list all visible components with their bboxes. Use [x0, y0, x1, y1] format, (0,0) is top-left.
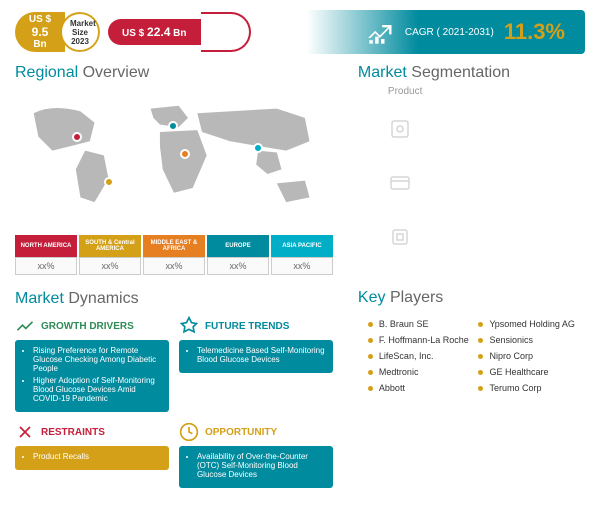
dynamics-item: Product Recalls: [33, 452, 161, 461]
product-icon: [388, 117, 412, 141]
player-name: Medtronic: [379, 367, 419, 377]
dynamics-block-title: GROWTH DRIVERS: [41, 321, 134, 332]
dynamics-block: RESTRAINTS Product Recalls: [15, 422, 169, 488]
player-name: Abbott: [379, 383, 405, 393]
region-name: ASIA PACIFIC: [271, 235, 333, 257]
top-metrics-bar: US $ 9.5 Bn Market Size 2023 US $ 22.4 B…: [0, 0, 600, 64]
category-icon: [388, 171, 412, 195]
dynamics-title: Market Dynamics: [15, 290, 333, 308]
cagr-badge: CAGR ( 2021-2031) 11.3%: [307, 10, 585, 54]
dynamics-icon: [179, 316, 199, 336]
dynamics-block: GROWTH DRIVERS Rising Preference for Remo…: [15, 316, 169, 412]
market-2031-pill: US $ 22.4 Bn: [108, 12, 251, 52]
dynamics-item: Telemedicine Based Self-Monitoring Blood…: [197, 346, 325, 364]
region-box: NORTH AMERICAxx%: [15, 235, 77, 275]
cagr-value: 11.3%: [504, 19, 565, 45]
player-name: Terumo Corp: [489, 383, 541, 393]
region-name: EUROPE: [207, 235, 269, 257]
region-box: SOUTH & Central AMERICAxx%: [79, 235, 141, 275]
player-item: Sensionics: [478, 335, 585, 345]
player-item: GE Healthcare: [478, 367, 585, 377]
dynamics-block-title: FUTURE TRENDS: [205, 321, 289, 332]
region-value: xx%: [79, 257, 141, 275]
player-item: B. Braun SE: [368, 319, 475, 329]
dynamics-content: Rising Preference for Remote Glucose Che…: [15, 340, 169, 412]
dynamics-block: FUTURE TRENDS Telemedicine Based Self-Mon…: [179, 316, 333, 412]
map-marker: [168, 121, 178, 131]
dynamics-grid: GROWTH DRIVERS Rising Preference for Remo…: [15, 316, 333, 488]
dynamics-item: Higher Adoption of Self-Monitoring Blood…: [33, 376, 161, 403]
region-value: xx%: [143, 257, 205, 275]
player-name: Nipro Corp: [489, 351, 533, 361]
player-name: Ypsomed Holding AG: [489, 319, 574, 329]
region-box: EUROPExx%: [207, 235, 269, 275]
segmentation-subtitle: Product: [388, 86, 585, 97]
bullet-icon: [368, 354, 373, 359]
players-list: B. Braun SE Ypsomed Holding AG F. Hoffmann…: [358, 319, 585, 393]
region-box: MIDDLE EAST & AFRICAxx%: [143, 235, 205, 275]
map-marker: [104, 177, 114, 187]
player-item: LifeScan, Inc.: [368, 351, 475, 361]
dynamics-item: Availability of Over-the-Counter (OTC) S…: [197, 452, 325, 479]
growth-chart-icon: [367, 18, 395, 46]
player-name: LifeScan, Inc.: [379, 351, 434, 361]
bullet-icon: [368, 338, 373, 343]
region-name: NORTH AMERICA: [15, 235, 77, 257]
player-item: F. Hoffmann-La Roche: [368, 335, 475, 345]
regional-title: Regional Overview: [15, 64, 333, 82]
dynamics-content: Product Recalls: [15, 446, 169, 470]
world-map: [15, 90, 333, 230]
dynamics-content: Availability of Over-the-Counter (OTC) S…: [179, 446, 333, 488]
players-title: Key Players: [358, 289, 585, 307]
region-value: xx%: [207, 257, 269, 275]
bullet-icon: [478, 386, 483, 391]
segment-icon: [388, 225, 412, 249]
map-svg: [15, 90, 333, 230]
region-box: ASIA PACIFICxx%: [271, 235, 333, 275]
dynamics-block: OPPORTUNITY Availability of Over-the-Coun…: [179, 422, 333, 488]
region-name: MIDDLE EAST & AFRICA: [143, 235, 205, 257]
player-item: Ypsomed Holding AG: [478, 319, 585, 329]
dynamics-icon: [15, 422, 35, 442]
player-name: GE Healthcare: [489, 367, 548, 377]
market-2031-blank: [201, 12, 251, 52]
player-item: Medtronic: [368, 367, 475, 377]
bullet-icon: [478, 338, 483, 343]
bullet-icon: [478, 354, 483, 359]
cagr-label: CAGR ( 2021-2031): [405, 27, 494, 38]
region-name: SOUTH & Central AMERICA: [79, 235, 141, 257]
region-value: xx%: [271, 257, 333, 275]
market-size-label: Market Size 2023: [60, 12, 100, 52]
bullet-icon: [478, 370, 483, 375]
dynamics-icon: [179, 422, 199, 442]
player-item: Abbott: [368, 383, 475, 393]
bullet-icon: [368, 386, 373, 391]
region-value: xx%: [15, 257, 77, 275]
market-2031-value: US $ 22.4 Bn: [108, 19, 201, 45]
market-2023-pill: US $ 9.5 Bn Market Size 2023: [15, 12, 100, 52]
segmentation-title: Market Segmentation: [358, 64, 585, 82]
segmentation-icons: [358, 97, 585, 249]
player-item: Nipro Corp: [478, 351, 585, 361]
dynamics-icon: [15, 316, 35, 336]
market-2023-value: US $ 9.5 Bn: [15, 12, 65, 52]
bullet-icon: [368, 370, 373, 375]
dynamics-block-title: RESTRAINTS: [41, 427, 105, 438]
dynamics-block-title: OPPORTUNITY: [205, 427, 277, 438]
dynamics-content: Telemedicine Based Self-Monitoring Blood…: [179, 340, 333, 373]
player-name: B. Braun SE: [379, 319, 429, 329]
dynamics-item: Rising Preference for Remote Glucose Che…: [33, 346, 161, 373]
bullet-icon: [368, 322, 373, 327]
bullet-icon: [478, 322, 483, 327]
player-name: Sensionics: [489, 335, 533, 345]
region-table: NORTH AMERICAxx%SOUTH & Central AMERICAx…: [15, 235, 333, 275]
player-item: Terumo Corp: [478, 383, 585, 393]
player-name: F. Hoffmann-La Roche: [379, 335, 469, 345]
